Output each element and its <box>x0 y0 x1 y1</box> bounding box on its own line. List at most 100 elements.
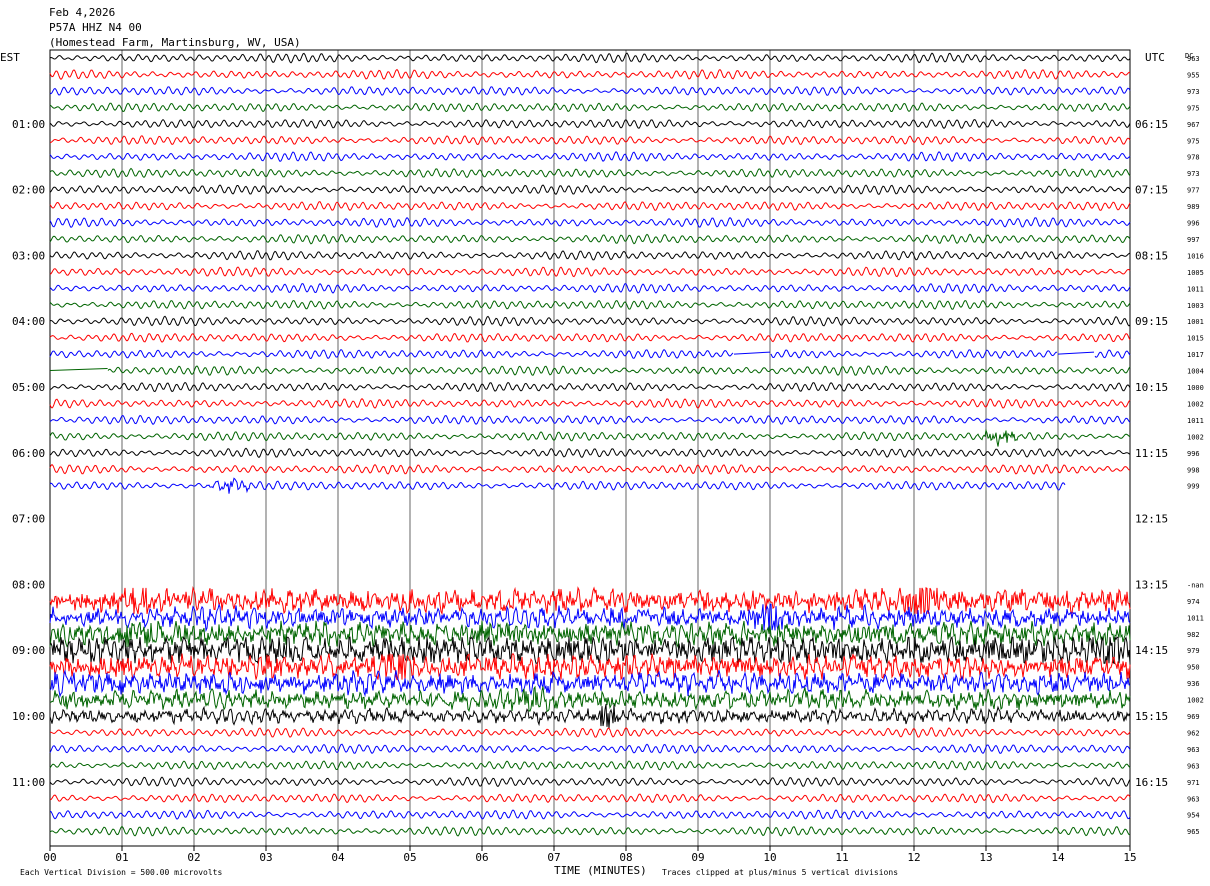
seismic-trace <box>49 743 1131 754</box>
seismic-trace <box>49 760 1131 771</box>
x-tick-label: 08 <box>619 851 632 864</box>
seismic-trace <box>49 776 1131 788</box>
seismic-trace <box>49 652 1131 681</box>
dc-value: 1017 <box>1187 351 1204 359</box>
seismic-trace <box>49 68 1130 81</box>
seismic-trace <box>49 102 1131 113</box>
dc-value: 1002 <box>1187 697 1204 705</box>
dc-value: 1016 <box>1187 252 1204 260</box>
seismic-trace <box>49 428 1131 447</box>
dc-value: 1000 <box>1187 384 1204 392</box>
hour-label-est: 09:00 <box>12 644 45 657</box>
dc-value: 1001 <box>1187 318 1204 326</box>
x-tick-label: 13 <box>979 851 992 864</box>
seismic-trace <box>49 398 1131 409</box>
dc-value: 982 <box>1187 631 1200 639</box>
dc-value: 1011 <box>1187 614 1204 622</box>
seismic-trace <box>50 727 1131 738</box>
hour-label-est: 01:00 <box>12 118 45 131</box>
dc-value: 998 <box>1187 466 1200 474</box>
seismic-trace <box>49 266 1131 278</box>
hour-label-utc: 08:15 <box>1135 249 1168 262</box>
hour-label-utc: 12:15 <box>1135 513 1168 526</box>
seismic-trace <box>49 135 1131 146</box>
trace-gap-line <box>733 351 771 355</box>
dc-value: 1015 <box>1187 335 1204 343</box>
dc-value: 1005 <box>1187 269 1204 277</box>
hour-label-est: 11:00 <box>12 776 45 789</box>
seismic-trace <box>770 349 1057 359</box>
hour-label-est: 05:00 <box>12 381 45 394</box>
trace-gap-line <box>49 368 108 372</box>
footer-clip-note: Traces clipped at plus/minus 5 vertical … <box>662 868 898 877</box>
dc-value: 967 <box>1187 121 1200 129</box>
hour-label-utc: 07:15 <box>1135 184 1168 197</box>
seismic-trace <box>49 447 1131 459</box>
dc-value: 955 <box>1187 71 1200 79</box>
x-tick-label: 14 <box>1051 851 1065 864</box>
dc-value: 1003 <box>1187 302 1204 310</box>
seismic-trace <box>49 620 1131 649</box>
seismic-trace <box>49 477 1066 494</box>
dc-value: 963 <box>1187 795 1200 803</box>
grid <box>49 49 1131 847</box>
seismic-trace <box>49 315 1131 327</box>
x-tick-label: 03 <box>259 851 272 864</box>
dc-value: 997 <box>1187 236 1200 244</box>
seismic-trace <box>107 365 1131 376</box>
dc-value: 954 <box>1187 812 1200 820</box>
dc-value: 1004 <box>1187 368 1204 376</box>
seismic-trace <box>49 184 1131 196</box>
header-location: (Homestead Farm, Martinsburg, WV, USA) <box>49 36 301 49</box>
dc-value: 975 <box>1187 137 1200 145</box>
header-station: P57A HHZ N4 00 <box>49 21 142 34</box>
hour-label-utc: 06:15 <box>1135 118 1168 131</box>
dc-value: 996 <box>1187 450 1200 458</box>
dc-value: 1011 <box>1187 417 1204 425</box>
x-tick-label: 04 <box>331 851 345 864</box>
seismic-trace <box>49 669 1131 698</box>
trace-gap-line <box>1057 351 1095 355</box>
seismic-trace <box>49 151 1131 163</box>
x-tick-label: 05 <box>403 851 416 864</box>
x-tick-label: 11 <box>835 851 848 864</box>
dc-value: 975 <box>1187 104 1200 112</box>
dc-value: 962 <box>1187 729 1200 737</box>
dc-value: -nan <box>1187 581 1204 589</box>
dc-value: 950 <box>1187 664 1200 672</box>
dc-value: 1002 <box>1187 400 1204 408</box>
seismic-trace <box>49 635 1131 665</box>
dc-value: 971 <box>1187 779 1200 787</box>
x-axis-label: TIME (MINUTES) <box>554 864 647 877</box>
hour-label-est: 10:00 <box>12 710 45 723</box>
seismic-trace <box>1094 349 1131 359</box>
hour-label-utc: 15:15 <box>1135 710 1168 723</box>
hour-label-utc: 10:15 <box>1135 381 1168 394</box>
footer-scale-note: Each Vertical Division = 500.00 microvol… <box>20 868 222 877</box>
seismic-trace <box>49 118 1131 129</box>
dc-value: 999 <box>1187 483 1200 491</box>
hour-label-utc: 09:15 <box>1135 315 1168 328</box>
seismic-trace <box>49 825 1131 837</box>
dc-value: 963 <box>1187 746 1200 754</box>
x-ticks: 00 01 02 03 04 05 06 07 08 09 10 11 12 13 14 15 <box>43 846 1137 864</box>
seismic-trace <box>49 282 1131 294</box>
x-tick-label: 01 <box>115 851 128 864</box>
hour-label-est: 04:00 <box>12 315 45 328</box>
seismic-trace <box>49 201 1131 211</box>
x-tick-label: 15 <box>1123 851 1136 864</box>
seismic-trace <box>49 332 1131 343</box>
seismic-trace <box>49 348 734 360</box>
dc-value: 977 <box>1187 187 1200 195</box>
seismic-trace <box>49 86 1131 96</box>
seismic-trace <box>49 381 1131 393</box>
hour-label-utc: 13:15 <box>1135 578 1168 591</box>
seismic-trace <box>49 586 1131 616</box>
seismic-trace <box>49 704 1131 730</box>
x-tick-label: 10 <box>763 851 776 864</box>
dc-value: 1011 <box>1187 285 1204 293</box>
seismic-trace <box>49 685 1131 713</box>
x-tick-label: 02 <box>187 851 200 864</box>
dc-value: 965 <box>1187 828 1200 836</box>
